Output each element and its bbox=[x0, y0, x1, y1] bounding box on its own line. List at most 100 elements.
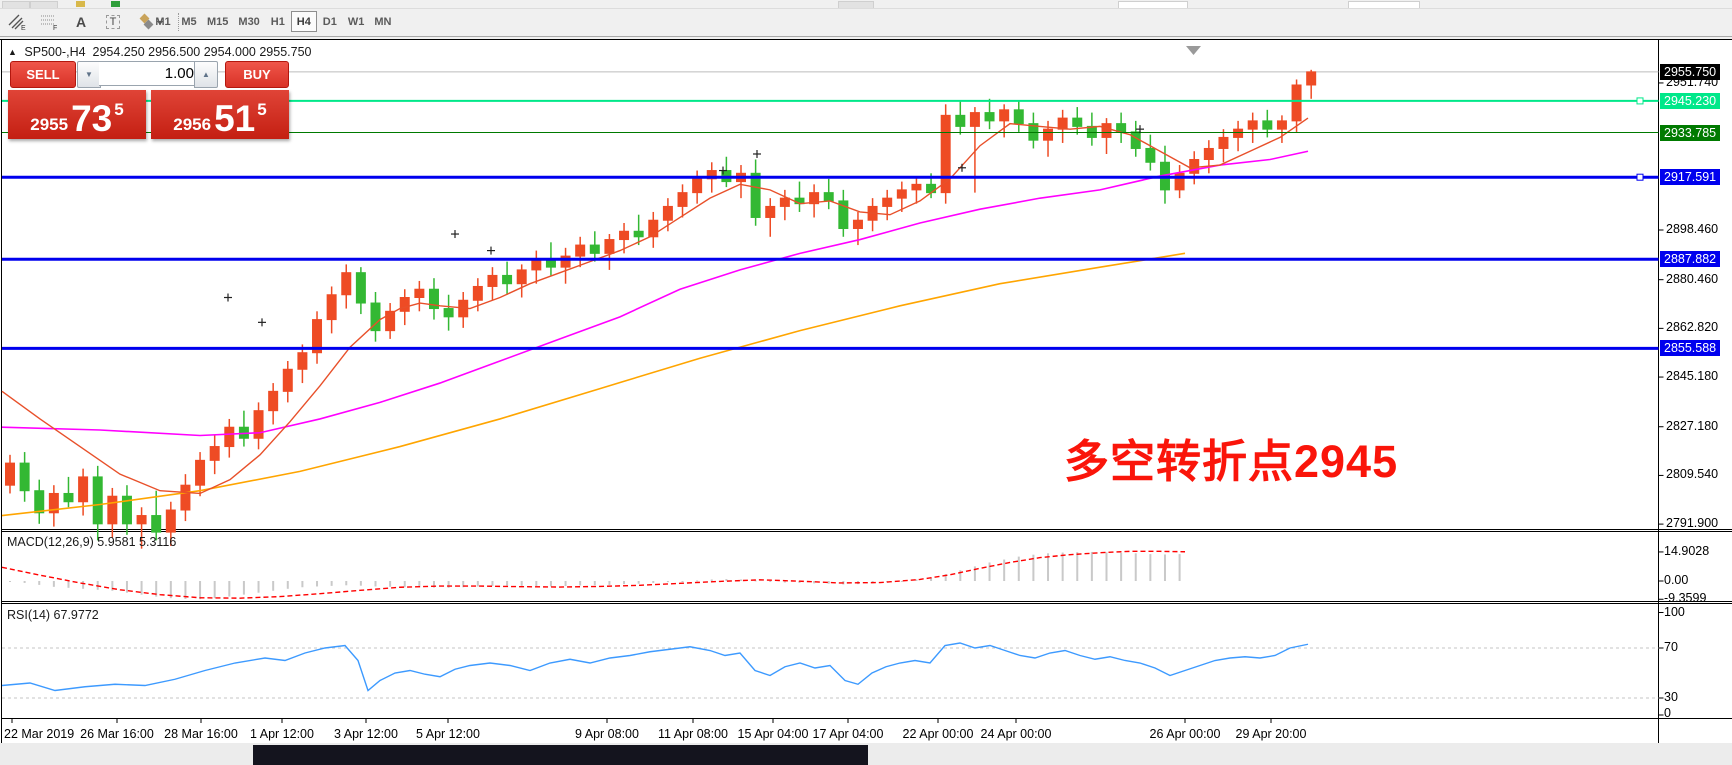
bull-candle bbox=[809, 192, 820, 205]
bull-candle bbox=[765, 205, 776, 218]
macd-histogram-bar bbox=[316, 581, 319, 587]
fibo-grid-tool-button[interactable]: F bbox=[36, 10, 62, 34]
bear-candle bbox=[34, 490, 45, 514]
macd-histogram-bar bbox=[184, 581, 187, 599]
bear-candle bbox=[1086, 125, 1097, 138]
tf-button-h4[interactable]: H4 bbox=[290, 11, 317, 32]
tf-button-mn[interactable]: MN bbox=[369, 11, 396, 32]
bull-candle bbox=[136, 515, 147, 525]
macd-histogram-bar bbox=[1120, 552, 1123, 581]
rsi-indicator-label: RSI(14) 67.9772 bbox=[7, 608, 99, 622]
macd-histogram-bar bbox=[1178, 554, 1181, 581]
toolbar-fragment bbox=[1118, 1, 1188, 8]
line-handle[interactable] bbox=[1636, 97, 1644, 105]
bear-candle bbox=[1072, 117, 1083, 127]
bull-candle bbox=[516, 269, 527, 285]
bull-candle bbox=[341, 272, 352, 296]
bull-candle bbox=[662, 205, 673, 221]
text-box-tool-button[interactable]: T bbox=[100, 10, 126, 34]
symbol-period: SP500-,H4 bbox=[24, 45, 86, 59]
toolbar-fragment bbox=[30, 1, 58, 8]
ask-price-box[interactable]: 2956 51 5 bbox=[151, 90, 289, 139]
macd-histogram-bar bbox=[155, 581, 158, 597]
macd-histogram-bar bbox=[359, 581, 362, 586]
bull-candle bbox=[677, 192, 688, 207]
macd-histogram-bar bbox=[169, 581, 172, 599]
macd-histogram-bar bbox=[827, 581, 830, 584]
macd-histogram-bar bbox=[1076, 552, 1079, 581]
macd-histogram-bar bbox=[491, 581, 494, 586]
tf-button-m5[interactable]: M5 bbox=[176, 11, 202, 32]
chart-canvas[interactable] bbox=[0, 40, 1732, 765]
bull-candle bbox=[969, 112, 980, 127]
macd-histogram-bar bbox=[125, 581, 128, 593]
macd-histogram-bar bbox=[67, 581, 70, 588]
macd-histogram-bar bbox=[301, 581, 304, 588]
toolbar-fragment-icon bbox=[76, 1, 85, 7]
macd-histogram-bar bbox=[798, 581, 801, 583]
macd-histogram-bar bbox=[696, 580, 699, 582]
macd-histogram-bar bbox=[1003, 559, 1006, 581]
tf-button-m30[interactable]: M30 bbox=[233, 11, 264, 32]
bear-candle bbox=[63, 492, 74, 503]
bull-candle bbox=[326, 294, 337, 321]
bull-candle bbox=[282, 368, 293, 392]
bull-candle bbox=[195, 459, 206, 486]
line-handle[interactable] bbox=[1636, 173, 1644, 181]
bear-candle bbox=[355, 272, 366, 304]
bear-candle bbox=[750, 172, 761, 218]
bear-candle bbox=[1145, 147, 1156, 163]
macd-histogram-bar bbox=[769, 581, 772, 582]
tf-button-d1[interactable]: D1 bbox=[317, 11, 343, 32]
buy-button[interactable]: BUY bbox=[225, 61, 289, 88]
tf-button-m1[interactable]: M1 bbox=[150, 11, 176, 32]
macd-histogram-bar bbox=[813, 581, 816, 584]
sell-button[interactable]: SELL bbox=[10, 61, 76, 88]
macd-histogram-bar bbox=[1134, 553, 1137, 581]
bull-candle bbox=[165, 509, 176, 533]
text-label-tool-button[interactable]: A bbox=[68, 10, 94, 34]
macd-histogram-bar bbox=[740, 579, 742, 581]
text-label-icon: A bbox=[75, 14, 87, 30]
macd-histogram-bar bbox=[1017, 556, 1020, 581]
bid-big-digits: 73 bbox=[71, 98, 113, 139]
equidistant-channel-tool-button[interactable]: E bbox=[4, 10, 30, 34]
macd-histogram-bar bbox=[593, 581, 596, 586]
volume-input[interactable] bbox=[99, 61, 200, 86]
volume-increase-button[interactable]: ▲ bbox=[194, 61, 218, 88]
bull-candle bbox=[399, 297, 410, 312]
bear-candle bbox=[428, 288, 439, 310]
macd-histogram-bar bbox=[228, 581, 231, 597]
ask-sup-digit: 5 bbox=[257, 100, 267, 119]
macd-histogram-bar bbox=[900, 581, 903, 582]
macd-histogram-bar bbox=[447, 581, 450, 588]
tf-button-m15[interactable]: M15 bbox=[202, 11, 233, 32]
tf-button-w1[interactable]: W1 bbox=[343, 11, 370, 32]
volume-decrease-button[interactable]: ▼ bbox=[77, 61, 101, 88]
bear-candle bbox=[1262, 120, 1273, 130]
bid-price-box[interactable]: 2955 73 5 bbox=[8, 90, 146, 139]
bull-candle bbox=[604, 239, 615, 254]
macd-histogram-bar bbox=[1061, 552, 1064, 581]
bull-candle bbox=[619, 230, 630, 241]
chart-toolbar: E F A T bbox=[0, 9, 1732, 37]
bull-candle bbox=[1203, 147, 1214, 161]
macd-histogram-bar bbox=[476, 581, 479, 587]
bull-candle bbox=[107, 495, 118, 525]
timeframe-group: M1 M5 M15 M30 H1 H4 D1 W1 MN bbox=[150, 11, 396, 32]
bull-candle bbox=[1306, 71, 1317, 86]
chart-shift-arrow-icon[interactable] bbox=[1186, 46, 1201, 55]
bear-candle bbox=[370, 302, 381, 332]
toolbar-fragment bbox=[2, 1, 30, 8]
shapes-tool-button[interactable] bbox=[132, 10, 168, 34]
bull-candle bbox=[882, 197, 893, 207]
bull-candle bbox=[692, 178, 703, 194]
bull-candle bbox=[180, 484, 191, 511]
macd-histogram-bar bbox=[710, 579, 713, 581]
tf-button-h1[interactable]: H1 bbox=[265, 11, 291, 32]
macd-histogram-bar bbox=[973, 566, 976, 581]
macd-histogram-bar bbox=[988, 562, 991, 581]
ask-big-digits: 51 bbox=[214, 98, 256, 139]
macd-histogram-bar bbox=[549, 581, 552, 587]
collapse-arrow-icon[interactable]: ▲ bbox=[8, 47, 17, 57]
